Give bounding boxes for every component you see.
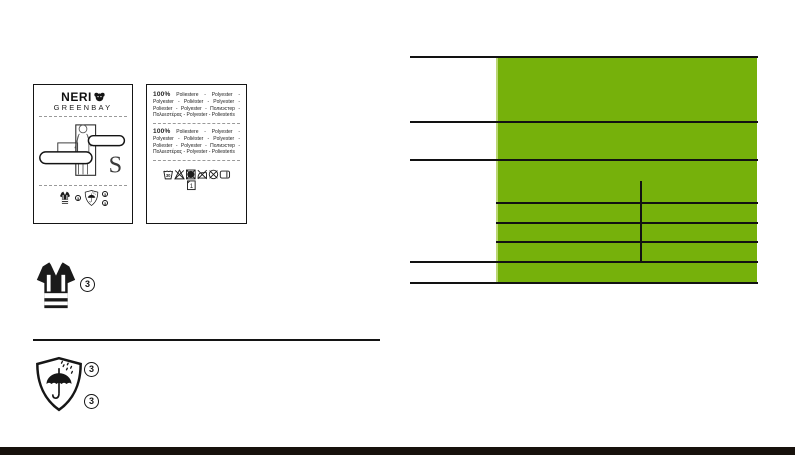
table-line — [410, 282, 758, 284]
hi-vis-class-badge: 3 — [80, 277, 95, 292]
upper-callout-pill — [87, 134, 126, 147]
page-bottom-bar — [0, 447, 795, 455]
rain-shield-icon — [36, 356, 82, 412]
composition-percent: 100% — [153, 91, 171, 98]
table-line — [410, 121, 758, 123]
garment-fitting-diagram: S — [39, 124, 126, 179]
table-line — [410, 261, 758, 263]
composition-percent: 100% — [153, 127, 171, 135]
composition-text: Poliestere - Polyester - Polyester - Pol… — [153, 92, 241, 119]
size-letter: S — [109, 152, 123, 179]
table-vertical-divider — [640, 181, 642, 262]
rain-shield-icon — [84, 190, 99, 206]
lower-callout-pill — [39, 151, 93, 165]
hi-vis-vest-icon — [59, 191, 71, 204]
label-cert-icons: 3 3 3 — [38, 190, 128, 206]
box-1-icon: 1 — [186, 180, 196, 190]
do-not-iron-icon — [197, 169, 207, 180]
person-figure-icon — [74, 124, 92, 175]
table-subline — [496, 241, 758, 243]
care-symbols: 30 — [162, 168, 230, 190]
collection-name: GREENBAY — [53, 103, 113, 112]
rain-class-top-badge: 3 — [84, 362, 99, 377]
composition-care-label: 100% Poliestere - Polyester - Polyester … — [146, 84, 247, 224]
brand-size-label: NERI GREENBAY — [33, 84, 133, 224]
dog-icon — [94, 92, 105, 102]
hi-vis-class-badge: 3 — [75, 195, 81, 201]
wash-30-icon: 30 — [162, 170, 173, 180]
brand-name: NERI — [61, 90, 92, 104]
do-not-tumble-dry-icon — [185, 169, 196, 180]
hi-vis-vest-icon — [36, 262, 76, 309]
rain-class-bottom-badge: 3 — [84, 394, 99, 409]
spec-table — [410, 56, 758, 284]
label-divider — [39, 116, 127, 117]
care-booklet-icon — [219, 170, 230, 179]
svg-text:1: 1 — [189, 183, 193, 190]
composition-text: Poliestere - Polyester - Polyester - Pol… — [153, 128, 241, 156]
table-green-area — [496, 57, 757, 283]
table-line — [410, 56, 758, 58]
do-not-dry-clean-icon — [208, 169, 218, 179]
composition-block-1: 100% Poliestere - Polyester - Polyester … — [153, 91, 240, 119]
do-not-bleach-icon — [173, 168, 185, 180]
brand-logo: NERI — [38, 90, 128, 104]
table-line — [410, 159, 758, 161]
composition-block-2: 100% Poliestere - Polyester - Polyester … — [153, 128, 240, 156]
table-subline — [496, 222, 758, 224]
label-divider — [153, 159, 240, 161]
table-subline — [496, 202, 758, 204]
label-divider — [153, 122, 240, 124]
svg-text:30: 30 — [165, 173, 170, 178]
section-divider — [33, 339, 380, 341]
rain-class-top-badge: 3 — [102, 190, 108, 197]
rain-class-bottom-badge: 3 — [102, 199, 108, 206]
label-divider — [39, 185, 127, 186]
